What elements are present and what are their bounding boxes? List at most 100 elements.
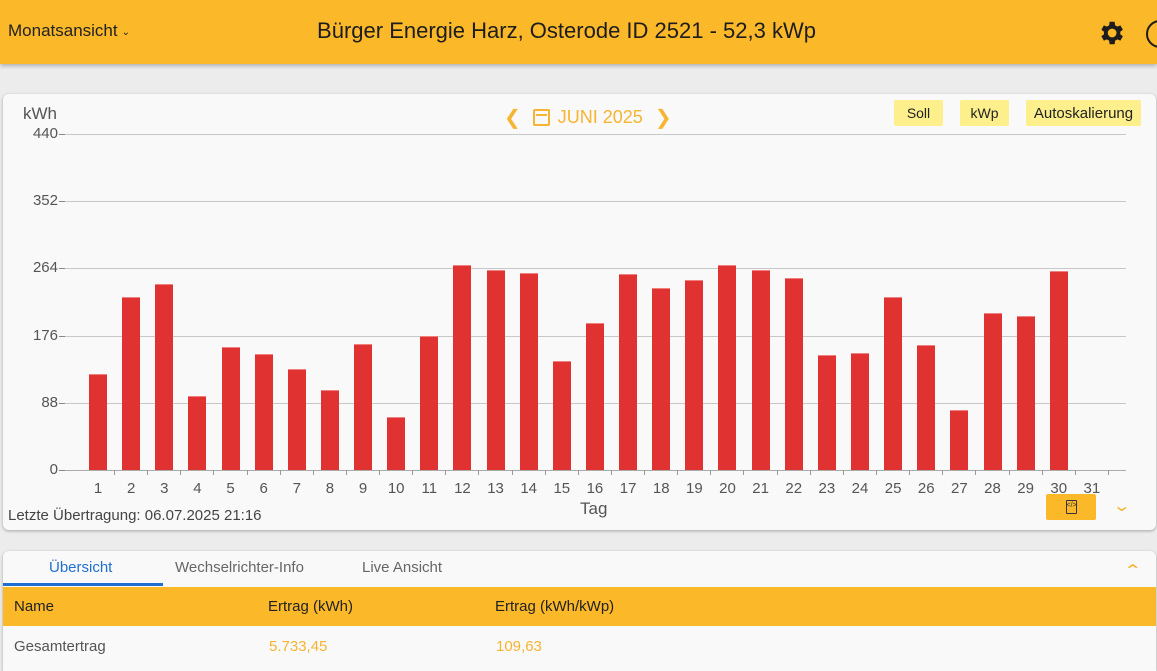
bar-day-30[interactable]	[1049, 270, 1068, 470]
row-ertrag-kwh-kwp: 109,63	[496, 638, 542, 655]
bar-day-17[interactable]	[619, 274, 638, 470]
gridline	[61, 470, 1126, 471]
chevron-down-icon[interactable]: ⌄	[1112, 498, 1132, 515]
y-tick-label: 264	[32, 259, 58, 277]
chevron-up-icon[interactable]: ⌃	[1123, 563, 1143, 580]
bar-day-28[interactable]	[983, 312, 1002, 470]
x-tick-label: 2	[126, 480, 136, 497]
bar-day-21[interactable]	[751, 270, 770, 470]
bar-day-7[interactable]	[287, 368, 306, 470]
x-tick-label: 10	[387, 480, 405, 497]
bar-day-18[interactable]	[652, 288, 671, 470]
bar-day-9[interactable]	[354, 344, 373, 470]
chart-card: kWh ❮ JUNI 2025 ❯ Soll kWp Autoskalierun…	[3, 94, 1156, 530]
bar-day-2[interactable]	[122, 297, 141, 470]
y-axis-unit: kWh	[23, 104, 57, 123]
x-axis-label: Tag	[580, 499, 608, 518]
bar-day-14[interactable]	[519, 273, 538, 470]
x-tick-label: 13	[487, 480, 504, 497]
bar-day-26[interactable]	[917, 345, 936, 470]
bar-day-12[interactable]	[453, 265, 472, 470]
x-tick-label: 24	[851, 480, 869, 497]
view-mode-label: Monatsansicht	[8, 21, 118, 40]
x-tick-mark	[279, 470, 281, 475]
x-tick-mark	[677, 470, 679, 475]
y-tick-mark	[59, 335, 65, 337]
bar-day-24[interactable]	[850, 352, 869, 470]
autoscale-button[interactable]: Autoskalierung	[1026, 100, 1141, 126]
gear-icon[interactable]	[1096, 18, 1126, 48]
bar-day-8[interactable]	[320, 390, 339, 470]
x-tick-mark	[147, 470, 149, 475]
row-ertrag-kwh: 5.733,45	[269, 638, 328, 655]
column-header-name[interactable]: Name	[14, 598, 55, 615]
x-tick-mark	[644, 470, 646, 475]
tab-live-ansicht[interactable]: Live Ansicht	[362, 559, 443, 576]
x-tick-label: 5	[226, 480, 235, 497]
soll-button[interactable]: Soll	[894, 100, 943, 126]
bar-day-10[interactable]	[387, 417, 406, 470]
bar-day-23[interactable]	[817, 354, 836, 470]
kwp-button[interactable]: kWp	[960, 100, 1009, 126]
y-tick-label: 352	[32, 192, 58, 210]
bar-day-29[interactable]	[1016, 315, 1035, 470]
table-header: Name Ertrag (kWh) Ertrag (kWh/kWp)	[3, 587, 1156, 626]
x-tick-label: 26	[917, 480, 935, 497]
x-tick-mark	[577, 470, 579, 475]
row-name: Gesamtertrag	[14, 638, 106, 655]
export-button[interactable]: </>	[1046, 494, 1096, 520]
x-tick-mark	[478, 470, 480, 475]
x-tick-mark	[1074, 470, 1076, 475]
x-tick-label: 12	[454, 480, 471, 497]
x-tick-label: 3	[160, 480, 169, 497]
prev-month-chevron-left-icon[interactable]: ❮	[504, 107, 521, 129]
y-tick-label: 0	[49, 461, 58, 478]
month-navigator: ❮ JUNI 2025 ❯	[498, 105, 678, 130]
next-month-chevron-right-icon[interactable]: ❯	[654, 107, 672, 129]
y-tick-mark	[59, 268, 65, 270]
x-tick-label: 28	[984, 480, 1001, 497]
summary-card: Übersicht Wechselrichter-Info Live Ansic…	[3, 551, 1156, 671]
bar-day-4[interactable]	[188, 395, 207, 470]
x-tick-label: 4	[193, 480, 202, 497]
tab-wechselrichter-info[interactable]: Wechselrichter-Info	[175, 559, 304, 576]
bar-day-11[interactable]	[420, 335, 439, 470]
bar-day-5[interactable]	[221, 347, 240, 470]
bar-day-16[interactable]	[585, 322, 604, 470]
tab-uebersicht[interactable]: Übersicht	[49, 559, 113, 576]
calendar-icon[interactable]	[532, 109, 550, 126]
x-tick-label: 6	[259, 480, 268, 497]
x-tick-label: 8	[325, 480, 335, 497]
view-mode-dropdown[interactable]: Monatsansicht ⌄	[8, 21, 130, 41]
bar-day-15[interactable]	[552, 361, 571, 470]
bar-day-20[interactable]	[718, 265, 737, 470]
x-tick-label: 16	[586, 480, 604, 497]
bar-day-27[interactable]	[950, 410, 969, 470]
x-tick-label: 21	[752, 480, 769, 497]
x-tick-label: 15	[553, 480, 571, 497]
column-header-ertrag-kwh[interactable]: Ertrag (kWh)	[268, 598, 354, 615]
month-label[interactable]: JUNI 2025	[557, 107, 643, 127]
bar-day-22[interactable]	[784, 277, 803, 470]
column-header-ertrag-kwh-kwp[interactable]: Ertrag (kWh/kWp)	[495, 598, 615, 615]
x-tick-mark	[511, 470, 513, 475]
x-tick-mark	[1008, 470, 1010, 475]
bar-day-19[interactable]	[685, 280, 704, 470]
gridline	[61, 201, 1126, 203]
x-tick-mark	[345, 470, 347, 475]
x-tick-mark	[909, 470, 911, 475]
x-tick-label: 23	[818, 480, 836, 497]
x-tick-label: 7	[292, 480, 301, 497]
x-tick-label: 20	[719, 480, 736, 497]
active-tab-indicator	[3, 583, 163, 586]
y-tick-mark	[59, 134, 65, 135]
bar-day-1[interactable]	[89, 374, 107, 470]
x-tick-mark	[412, 470, 414, 475]
bar-day-3[interactable]	[155, 283, 174, 470]
bar-day-13[interactable]	[486, 270, 505, 470]
bar-day-25[interactable]	[884, 297, 903, 470]
x-tick-mark	[610, 470, 612, 475]
x-tick-mark	[1107, 470, 1109, 475]
gridline	[61, 268, 1126, 270]
bar-day-6[interactable]	[254, 354, 273, 470]
